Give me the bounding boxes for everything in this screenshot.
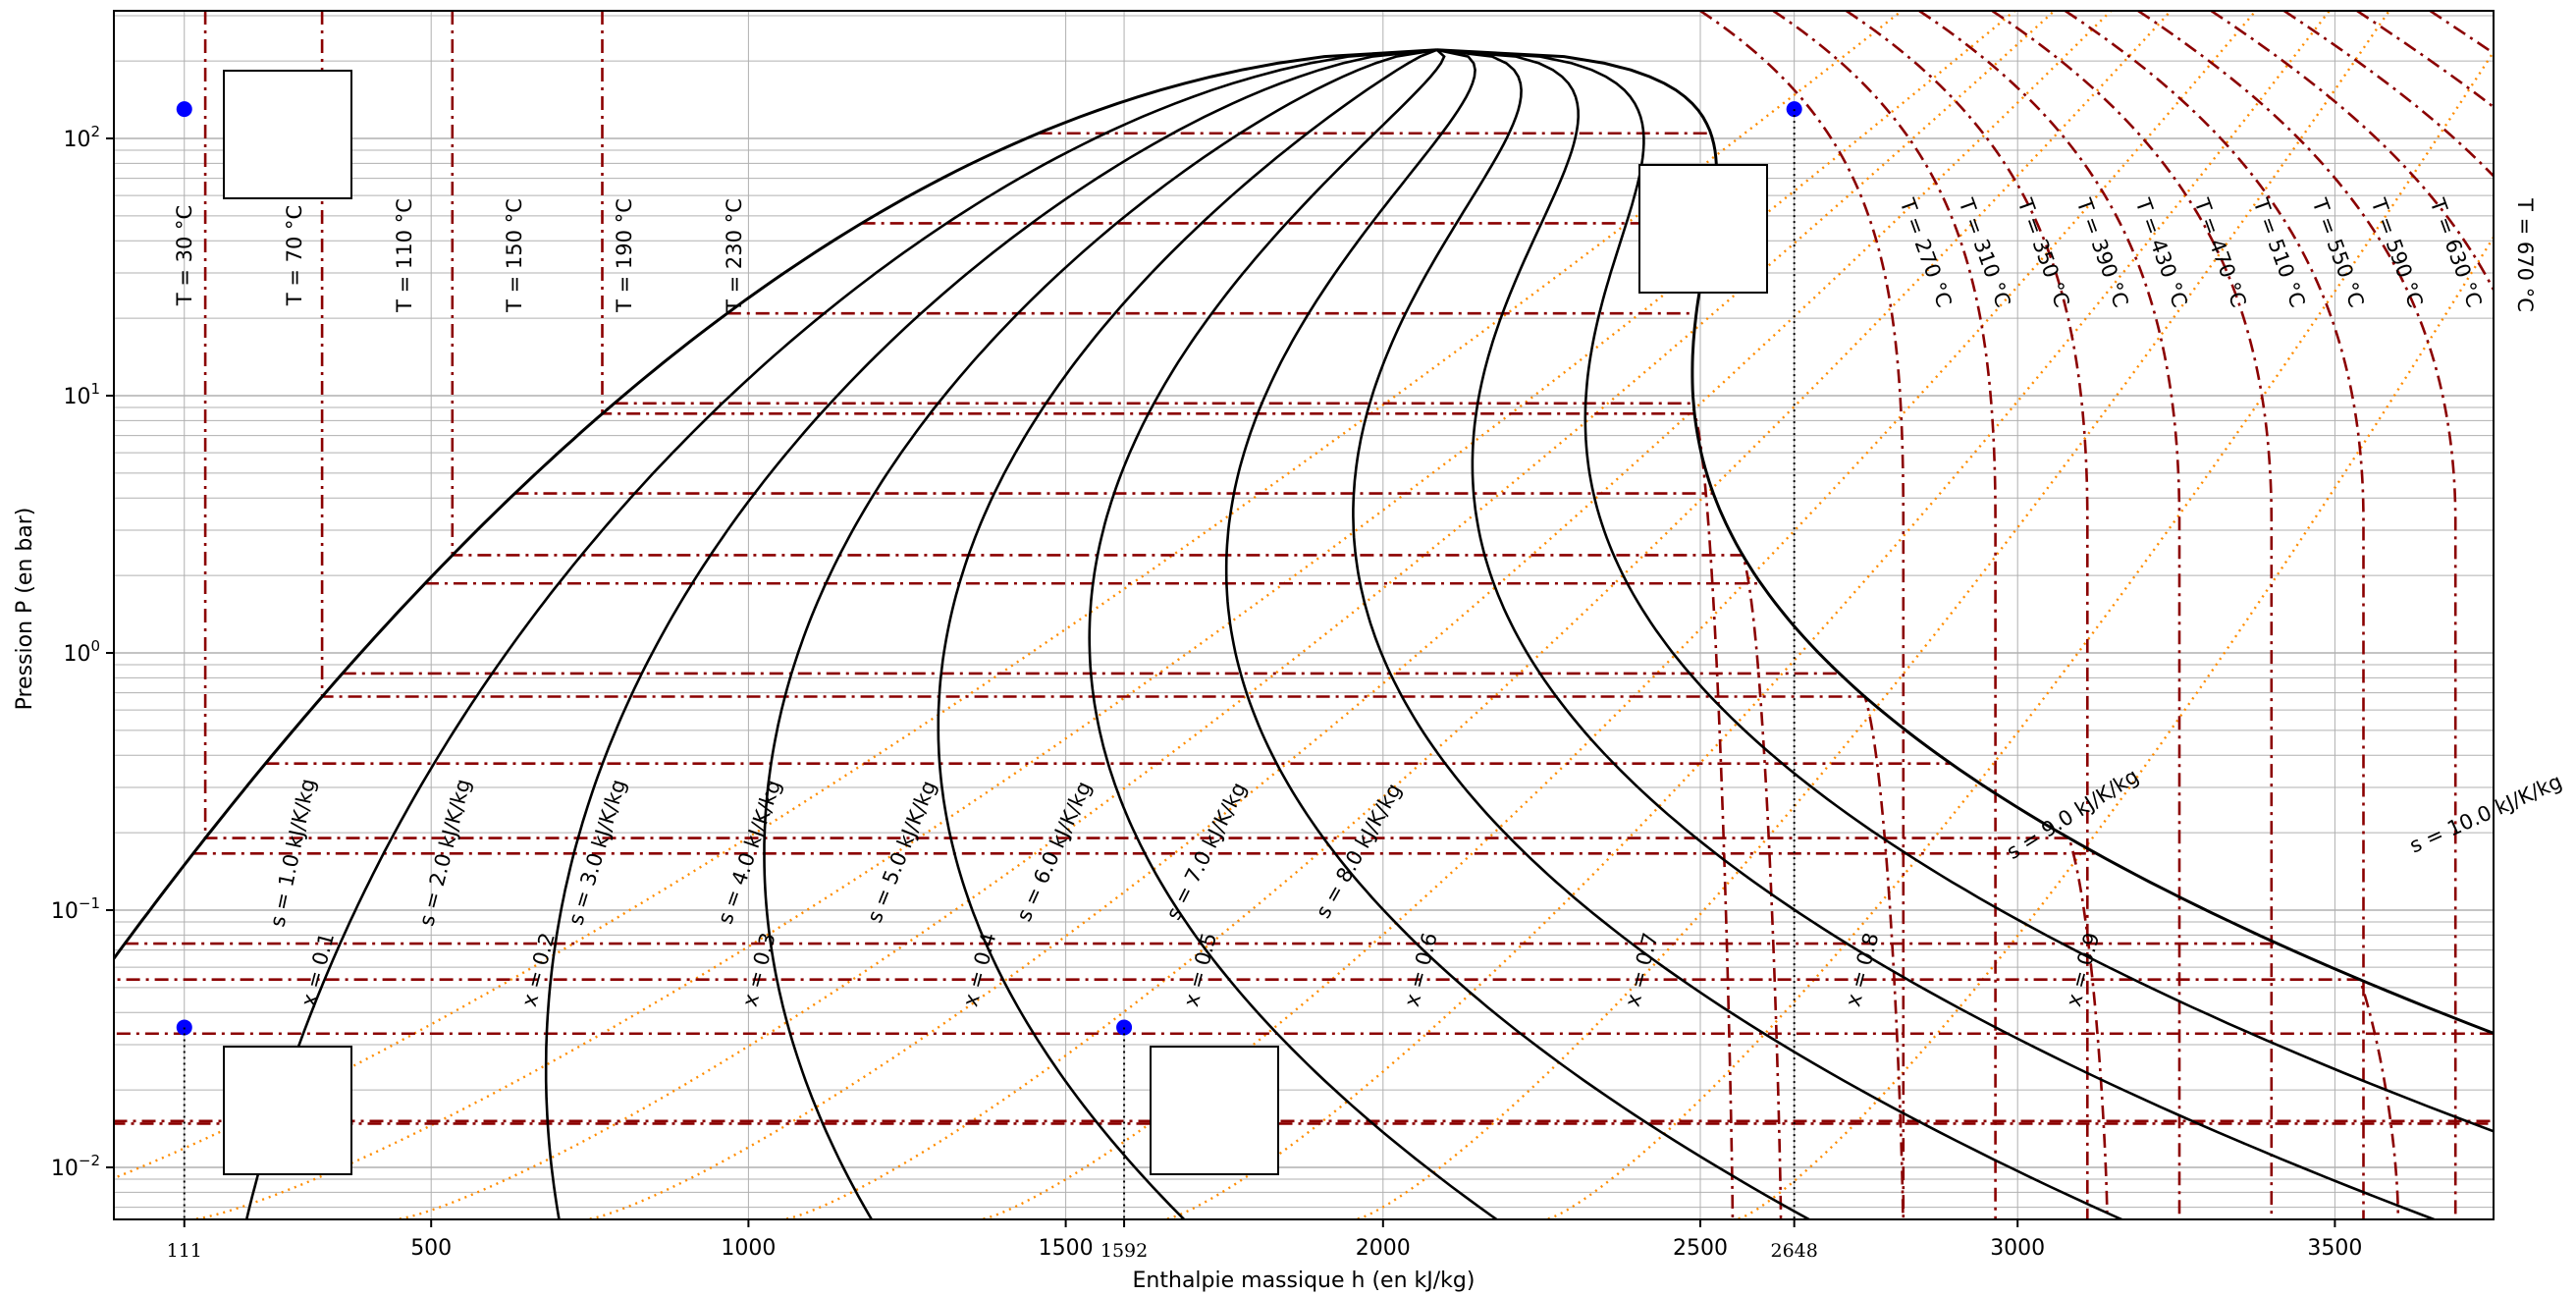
isotherm-label: T = 230 °C [723,198,746,313]
isentrope-line [1547,49,2494,1219]
y-tick-label: 10−1 [51,894,100,924]
x-tick-label: 1000 [721,1236,776,1261]
x-special-tick-label: 2648 [1770,1240,1817,1262]
plot-frame [113,10,2495,1220]
isentrope-line [1357,11,2391,1219]
isentrope-line [785,11,2173,1219]
quality-lines [244,48,2494,1219]
x-tick-label: 500 [410,1236,452,1261]
annotation-box [1638,164,1768,294]
annotation-box [1150,1046,1279,1175]
x-axis-label-text: Enthalpie massique h (en kJ/kg) [1133,1269,1476,1293]
x-tick-label: 3000 [1990,1236,2045,1261]
y-tick-label: 100 [63,637,100,667]
isentrope-lines [114,11,2494,1219]
isotherm-line [2356,11,2494,109]
isotherm-label: T = 30 °C [173,205,196,306]
isotherm-line [320,11,1905,1219]
isotherm-label: T = 70 °C [283,205,306,306]
quality-line [1352,48,2125,1219]
isotherm-line [203,11,2109,1219]
y-axis-label: Pression P (en bar) [13,508,37,711]
isotherm-label: T = 110 °C [393,198,416,313]
isotherm-line [1699,11,1905,1219]
quality-line [244,48,1437,1219]
isotherm-line [1918,11,2181,1219]
annotation-box [223,1046,352,1175]
quality-line [1088,48,1499,1219]
x-axis-label: Enthalpie massique h (en kJ/kg) [1133,1269,1476,1293]
x-tick-label: 3500 [2307,1236,2362,1261]
isotherm-label: T = 190 °C [613,198,636,313]
y-tick-label: 101 [63,380,100,409]
y-tick-label: 102 [63,123,100,152]
isotherm-line [2137,11,2457,1219]
isotherm-label: T = 150 °C [503,198,526,313]
saturated-liquid-curve [114,48,1437,961]
isotherm-line [2210,11,2494,294]
x-tick-label: 1500 [1039,1236,1094,1261]
isentrope-line [589,11,2113,1219]
x-special-tick-label: 1592 [1100,1240,1148,1262]
isotherm-line [2064,11,2365,1219]
isotherm-line [451,11,1783,1219]
x-tick-label: 2000 [1356,1236,1411,1261]
quality-line [1436,48,2494,1133]
isotherm-line [1991,11,2274,1219]
cycle-point [176,101,192,118]
quality-line [937,48,1438,1219]
quality-line [544,48,1437,1219]
x-special-tick-label: 111 [167,1240,202,1262]
x-tick-label: 2500 [1673,1236,1728,1261]
cycle-points [176,70,1802,1219]
isotherm-line [1772,11,1997,1219]
isotherm-line [1845,11,2089,1219]
isotherm-line [2282,11,2494,179]
annotation-box [223,70,352,199]
quality-line [1436,48,2439,1219]
quality-line [763,48,1437,1219]
quality-line [1224,48,1812,1219]
axes: 500 1000 1500 2000 2500 3000 3500 111 1592 2648 10… [51,123,2363,1262]
y-tick-label: 10−2 [51,1152,100,1181]
isotherm-label: T = 670 °C [2513,197,2537,312]
